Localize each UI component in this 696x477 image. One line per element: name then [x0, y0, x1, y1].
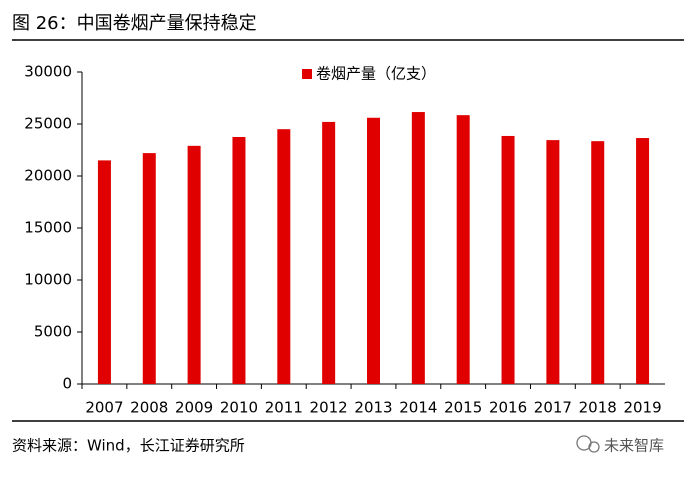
bar [546, 140, 560, 384]
watermark-icon [576, 435, 600, 453]
x-tick-label: 2013 [354, 399, 392, 417]
y-tick-label: 0 [62, 375, 72, 393]
bar [97, 160, 111, 384]
bar [232, 137, 246, 384]
bar [636, 138, 650, 384]
y-tick-label: 25000 [24, 115, 72, 133]
bar [322, 121, 336, 385]
x-tick-label: 2015 [444, 399, 482, 417]
legend-label: 卷烟产量（亿支） [316, 65, 436, 83]
x-tick-label: 2017 [534, 399, 572, 417]
y-tick-label: 15000 [24, 219, 72, 237]
x-tick-label: 2011 [265, 399, 303, 417]
chart-title: 图 26：中国卷烟产量保持稳定 [12, 13, 257, 34]
y-tick-label: 30000 [24, 63, 72, 81]
x-tick-label: 2018 [579, 399, 617, 417]
bar [187, 145, 201, 384]
bar [277, 129, 291, 384]
x-tick-label: 2007 [85, 399, 123, 417]
bar [367, 117, 380, 384]
x-tick-label: 2019 [623, 399, 661, 417]
bar [142, 153, 156, 384]
x-tick-label: 2008 [130, 399, 168, 417]
x-tick-label: 2016 [489, 399, 527, 417]
bar [501, 135, 515, 384]
x-tick-label: 2009 [175, 399, 213, 417]
x-tick-label: 2010 [220, 399, 258, 417]
legend-swatch [302, 69, 312, 79]
x-tick-label: 2012 [310, 399, 348, 417]
y-tick-label: 5000 [34, 323, 72, 341]
source: 资料来源：Wind，长江证券研究所 [12, 437, 245, 455]
y-tick-label: 10000 [24, 271, 72, 289]
bar [591, 141, 605, 384]
x-tick-label: 2014 [399, 399, 437, 417]
bar [456, 115, 470, 384]
watermark: 未来智库 [604, 437, 664, 455]
y-tick-label: 20000 [24, 167, 72, 185]
bar [411, 112, 425, 384]
